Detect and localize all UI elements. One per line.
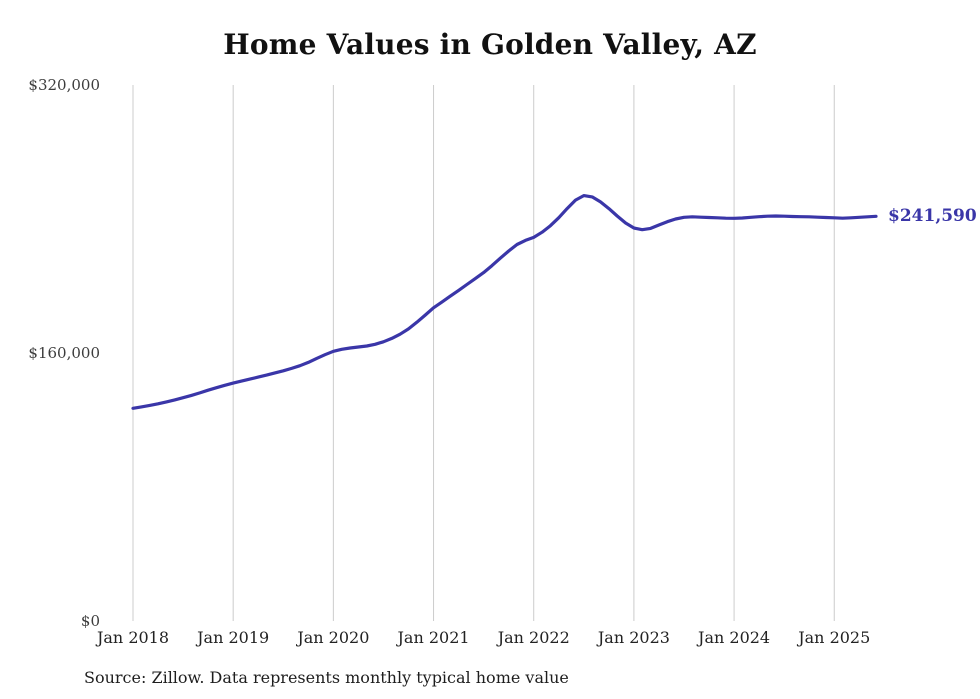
- source-note: Source: Zillow. Data represents monthly …: [84, 668, 569, 687]
- x-tick-label: Jan 2018: [96, 628, 170, 647]
- x-tick-label: Jan 2022: [497, 628, 570, 647]
- x-tick-label: Jan 2021: [397, 628, 470, 647]
- y-tick-label: $0: [80, 612, 100, 630]
- x-tick-label: Jan 2024: [698, 628, 771, 647]
- y-tick-label: $320,000: [28, 76, 100, 94]
- home-value-series-line: [131, 194, 878, 410]
- x-tick-label: Jan 2020: [297, 628, 370, 647]
- x-tick-label: Jan 2023: [597, 628, 670, 647]
- x-tick-label: Jan 2025: [798, 628, 871, 647]
- latest-value-label: $241,590: [888, 206, 977, 227]
- x-tick-label: Jan 2019: [197, 628, 270, 647]
- y-tick-label: $160,000: [28, 344, 100, 362]
- chart-title: Home Values in Golden Valley, AZ: [223, 28, 757, 61]
